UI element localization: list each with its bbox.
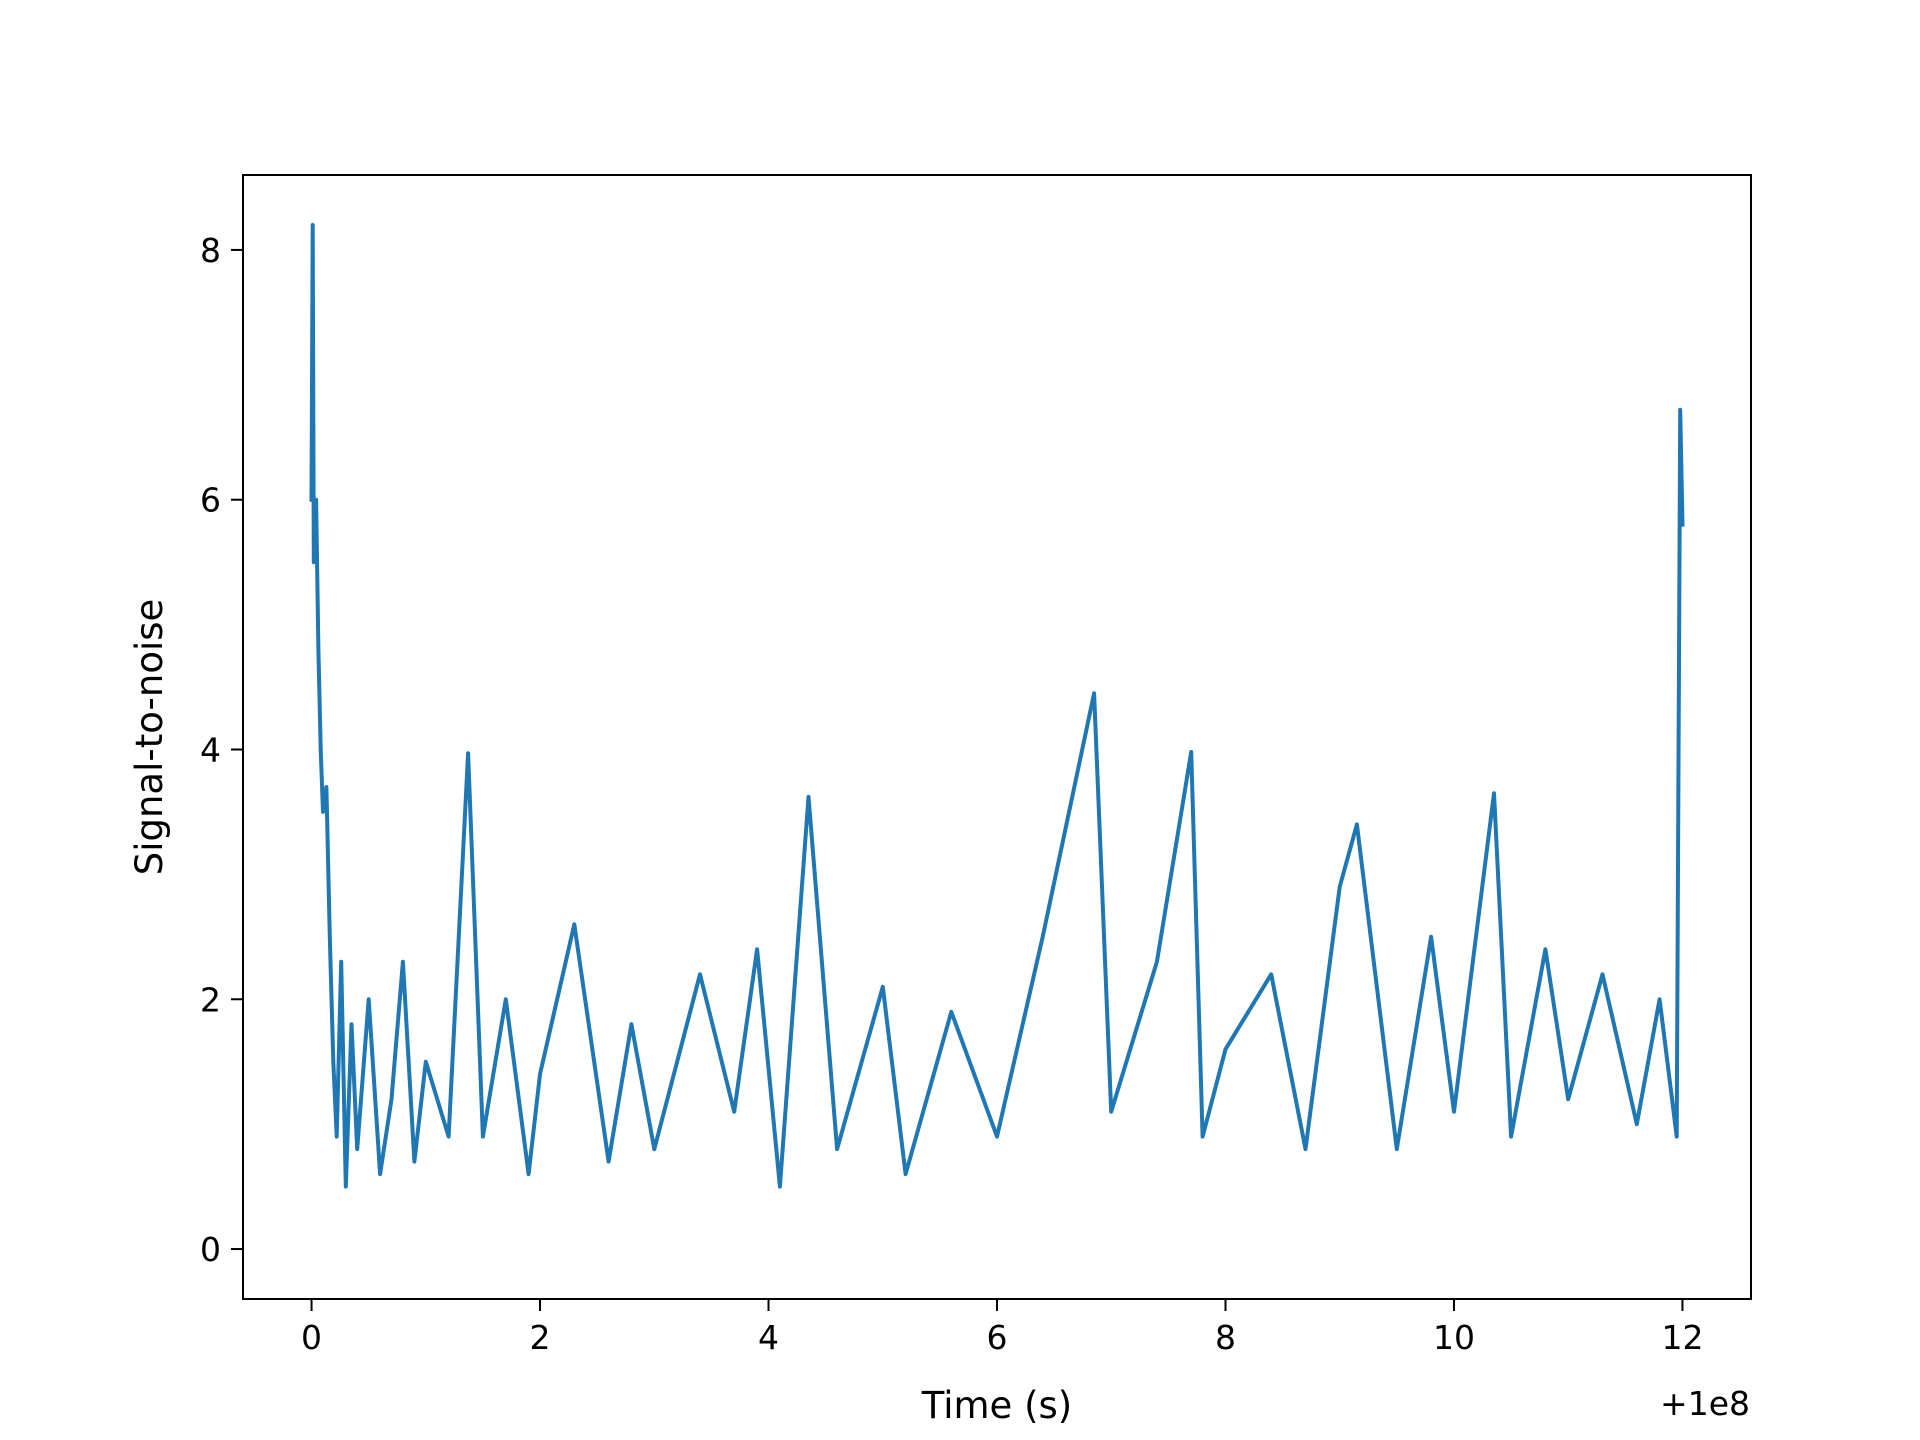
x-tick-label: 12: [1661, 1318, 1703, 1357]
y-axis-ticks: 0 2 4 6 8: [200, 231, 243, 1269]
x-tick-label: 8: [1215, 1318, 1236, 1357]
series-layer: [309, 223, 1685, 1189]
x-axis-label: Time (s): [921, 1384, 1072, 1427]
y-tick-label: 2: [200, 980, 221, 1019]
y-tick-label: 4: [200, 730, 221, 769]
x-tick-label: 6: [987, 1318, 1008, 1357]
y-tick-label: 6: [200, 481, 221, 520]
x-axis-offset-label: +1e8: [1660, 1384, 1750, 1423]
x-tick-label: 2: [530, 1318, 551, 1357]
y-axis-label: Signal-to-noise: [128, 599, 171, 876]
x-axis-ticks: 0 2 4 6 8 10 12: [301, 1299, 1703, 1357]
series-line: [309, 223, 1685, 1189]
x-tick-label: 4: [758, 1318, 779, 1357]
y-tick-label: 0: [200, 1230, 221, 1269]
y-tick-label: 8: [200, 231, 221, 270]
x-tick-label: 10: [1433, 1318, 1475, 1357]
x-tick-label: 0: [301, 1318, 322, 1357]
